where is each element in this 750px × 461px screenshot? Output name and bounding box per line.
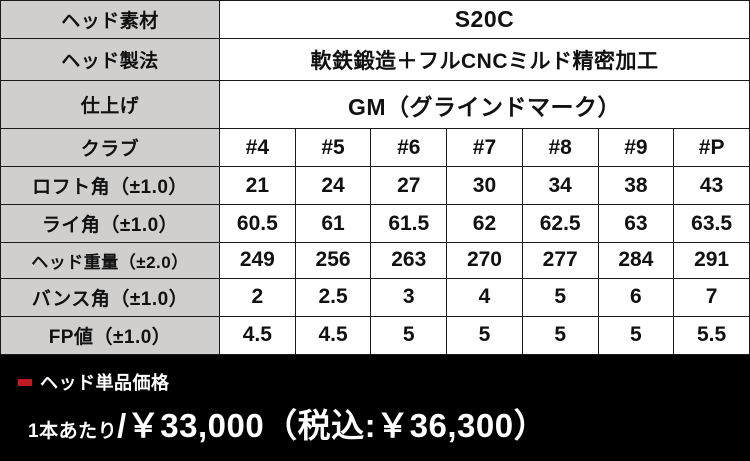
price-unit-prefix: 1本あたり (28, 421, 118, 442)
table-row: ヘッド製法 軟鉄鍛造＋フルCNCミルド精密加工 (0, 38, 750, 82)
price-line: 1本あたり /￥33,000（税込:￥36,300） (28, 399, 547, 447)
data-cell: 62.5 (521, 204, 599, 244)
table-row: 仕上げ GM（グラインドマーク） (0, 80, 750, 129)
red-dash-icon (18, 378, 32, 386)
cell-head-manufacturing-value: 軟鉄鍛造＋フルCNCミルド精密加工 (219, 38, 750, 82)
row-label-head-material: ヘッド素材 (0, 0, 220, 40)
data-cell: 2 (219, 277, 296, 317)
table-row: ヘッド重量（±2.0） 249 256 263 270 277 284 291 (0, 242, 750, 279)
data-cell: 60.5 (219, 204, 296, 244)
row-label-lie-angle: ライ角（±1.0） (0, 204, 220, 244)
data-cell: 21 (219, 166, 296, 206)
table-body: ヘッド素材 S20C ヘッド製法 軟鉄鍛造＋フルCNCミルド精密加工 仕上げ G… (0, 0, 750, 356)
data-cell: 4 (446, 277, 523, 317)
data-cell: 24 (294, 166, 372, 206)
club-header-cell: #5 (294, 127, 372, 168)
club-header-cell: #7 (446, 127, 523, 168)
data-cell: 5.5 (673, 315, 750, 356)
data-cell: 5 (521, 315, 599, 356)
data-cell: 61.5 (370, 204, 448, 244)
table-row-club-header: クラブ #4 #5 #6 #7 #8 #9 #P (0, 127, 750, 168)
data-cell: 6 (597, 277, 675, 317)
row-label-club: クラブ (0, 127, 220, 168)
data-cell: 5 (446, 315, 523, 356)
data-cell: 263 (370, 242, 448, 279)
data-cell: 256 (294, 242, 372, 279)
club-header-cell: #4 (219, 127, 296, 168)
row-label-finish: 仕上げ (0, 80, 220, 129)
data-cell: 5 (521, 277, 599, 317)
price-heading: ヘッド単品価格 (18, 369, 170, 395)
data-cell: 2.5 (294, 277, 372, 317)
row-label-head-weight: ヘッド重量（±2.0） (0, 242, 220, 279)
cell-finish-value: GM（グラインドマーク） (219, 80, 750, 129)
table-row: ヘッド素材 S20C (0, 0, 750, 40)
table-row: ライ角（±1.0） 60.5 61 61.5 62 62.5 63 63.5 (0, 204, 750, 244)
table-row: バンス角（±1.0） 2 2.5 3 4 5 6 7 (0, 277, 750, 317)
data-cell: 7 (673, 277, 750, 317)
club-header-cell: #9 (597, 127, 675, 168)
data-cell: 63.5 (673, 204, 750, 244)
data-cell: 62 (446, 204, 523, 244)
data-cell: 63 (597, 204, 675, 244)
data-cell: 291 (673, 242, 750, 279)
cell-head-material-value: S20C (219, 0, 750, 40)
data-cell: 284 (597, 242, 675, 279)
club-header-cell: #6 (370, 127, 448, 168)
data-cell: 38 (597, 166, 675, 206)
data-cell: 3 (370, 277, 448, 317)
data-cell: 4.5 (294, 315, 372, 356)
data-cell: 277 (521, 242, 599, 279)
row-label-head-manufacturing: ヘッド製法 (0, 38, 220, 82)
data-cell: 249 (219, 242, 296, 279)
data-cell: 5 (370, 315, 448, 356)
data-cell: 61 (294, 204, 372, 244)
data-cell: 34 (521, 166, 599, 206)
data-cell: 270 (446, 242, 523, 279)
price-heading-label: ヘッド単品価格 (40, 373, 170, 393)
data-cell: 27 (370, 166, 448, 206)
club-header-cell: #P (673, 127, 750, 168)
data-cell: 4.5 (219, 315, 296, 356)
club-header-cell: #8 (521, 127, 599, 168)
price-section: ヘッド単品価格 1本あたり /￥33,000（税込:￥36,300） (0, 355, 750, 461)
row-label-fp-value: FP値（±1.0） (0, 315, 220, 356)
row-label-bounce-angle: バンス角（±1.0） (0, 277, 220, 317)
data-cell: 5 (597, 315, 675, 356)
price-amount: /￥33,000（税込:￥36,300） (117, 407, 548, 444)
table-row: FP値（±1.0） 4.5 4.5 5 5 5 5 5.5 (0, 315, 750, 356)
data-cell: 43 (673, 166, 750, 206)
table-row: ロフト角（±1.0） 21 24 27 30 34 38 43 (0, 166, 750, 206)
row-label-loft-angle: ロフト角（±1.0） (0, 166, 220, 206)
specification-table: ヘッド素材 S20C ヘッド製法 軟鉄鍛造＋フルCNCミルド精密加工 仕上げ G… (0, 0, 750, 356)
data-cell: 30 (446, 166, 523, 206)
